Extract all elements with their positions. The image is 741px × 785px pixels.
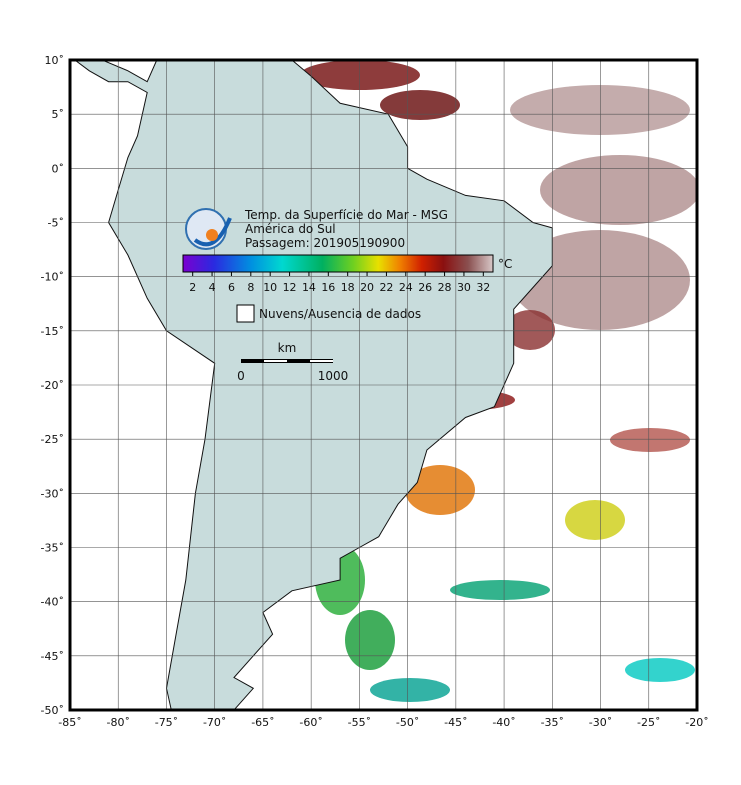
lat-label: -30˚: [41, 487, 64, 500]
colorbar-tick-label: 8: [247, 281, 254, 294]
colorbar-tick-label: 16: [321, 281, 335, 294]
lat-label: -25˚: [41, 433, 64, 446]
lon-label: -45˚: [444, 716, 467, 729]
colorbar-tick-label: 32: [476, 281, 490, 294]
colorbar-tick-label: 4: [209, 281, 216, 294]
scale-start: 0: [237, 369, 245, 383]
colorbar: [182, 254, 494, 273]
colorbar-tick-label: 18: [341, 281, 355, 294]
scale-unit: km: [278, 341, 297, 355]
lat-label: 5˚: [52, 108, 65, 121]
graticule: [70, 60, 697, 710]
colorbar-tick-label: 26: [418, 281, 432, 294]
cloud-legend: Nuvens/Ausencia de dados: [259, 307, 421, 321]
lat-label: -35˚: [41, 542, 64, 555]
lat-label: -15˚: [41, 325, 64, 338]
lon-label: -55˚: [348, 716, 371, 729]
south-america: [74, 60, 553, 710]
colorbar-tick-label: 22: [379, 281, 393, 294]
lon-label: -70˚: [203, 716, 226, 729]
map-area: [70, 60, 697, 710]
colorbar-tick-label: 20: [360, 281, 374, 294]
lat-label: 10˚: [45, 54, 65, 67]
scale-end: 1000: [318, 369, 349, 383]
lon-label: -65˚: [251, 716, 274, 729]
colorbar-tick-label: 6: [228, 281, 235, 294]
colorbar-tick-label: 30: [457, 281, 471, 294]
colorbar-tick-label: 10: [263, 281, 277, 294]
lat-label: 0˚: [52, 162, 65, 175]
lon-label: -50˚: [396, 716, 419, 729]
inpe-logo: [185, 208, 232, 250]
colorbar-ticks: 2 4 6 8 10 12 14 16 18 20 22 24 26 28 30 32: [189, 272, 490, 294]
lat-label: -5˚: [48, 217, 64, 230]
lon-label: -40˚: [492, 716, 515, 729]
colorbar-tick-label: 28: [438, 281, 452, 294]
lat-label: -10˚: [41, 271, 64, 284]
colorbar-tick-label: 14: [302, 281, 316, 294]
map-frame: [68, 58, 699, 712]
colorbar-unit: °C: [498, 257, 512, 271]
cloud-legend-box: [236, 304, 255, 323]
lat-label: -45˚: [41, 650, 64, 663]
colorbar-tick-label: 12: [283, 281, 297, 294]
title: Temp. da Superfície do Mar - MSG: [244, 208, 448, 222]
lat-label: -20˚: [41, 379, 64, 392]
colorbar-tick-label: 2: [189, 281, 196, 294]
lon-label: -80˚: [106, 716, 129, 729]
lon-label: -20˚: [685, 716, 708, 729]
axis-labels: -85˚ -80˚ -75˚ -70˚ -65˚ -60˚ -55˚ -50˚ -45˚ -40˚…: [41, 54, 709, 729]
lon-label: -30˚: [589, 716, 612, 729]
lon-label: -25˚: [637, 716, 660, 729]
lat-label: -40˚: [41, 596, 64, 609]
lon-label: -60˚: [299, 716, 322, 729]
lat-label: -50˚: [41, 704, 64, 717]
scale-bar: [241, 359, 333, 363]
lon-label: -85˚: [58, 716, 81, 729]
lon-label: -35˚: [541, 716, 564, 729]
lon-label: -75˚: [155, 716, 178, 729]
pass-time: Passagem: 201905190900: [245, 236, 405, 250]
colorbar-tick-label: 24: [399, 281, 413, 294]
region: América do Sul: [245, 222, 336, 236]
